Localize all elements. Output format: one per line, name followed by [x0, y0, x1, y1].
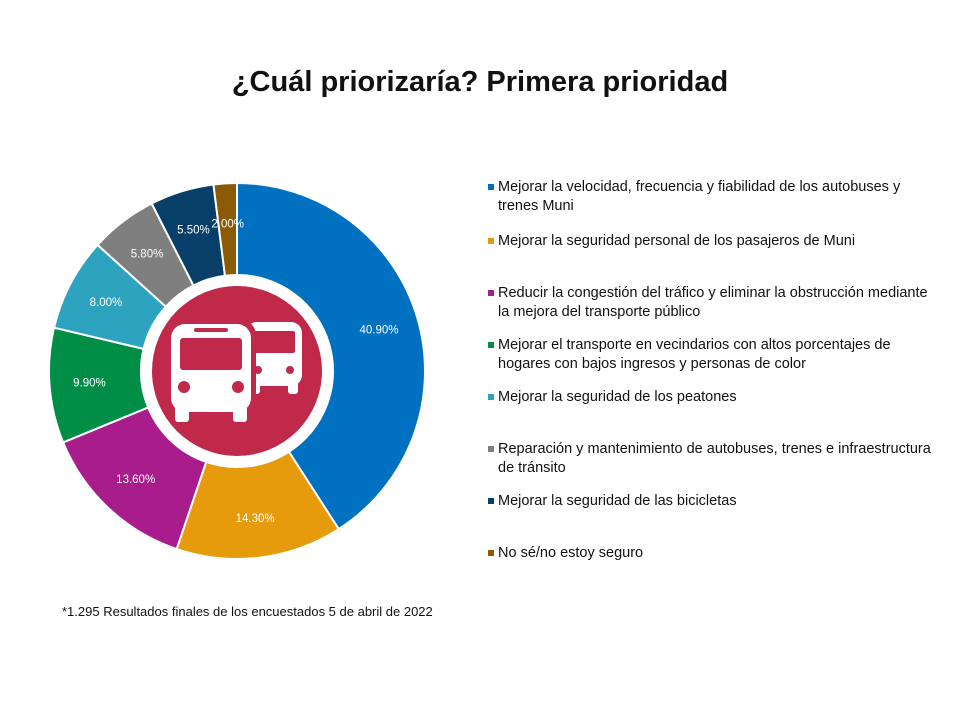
legend-swatch [488, 342, 494, 348]
legend-item: Mejorar la seguridad personal de los pas… [488, 232, 938, 251]
legend-swatch [488, 394, 494, 400]
legend-item: Mejorar la velocidad, frecuencia y fiabi… [488, 178, 938, 216]
legend-swatch [488, 290, 494, 296]
legend-label: Mejorar la velocidad, frecuencia y fiabi… [498, 179, 901, 214]
center-badge [141, 275, 333, 467]
legend-label: Mejorar la seguridad personal de los pas… [498, 233, 856, 249]
chart-title: ¿Cuál priorizaría? Primera prioridad [231, 66, 729, 98]
legend-item: No sé/no estoy seguro [488, 544, 938, 563]
footnote: *1.295 Resultados finales de los encuest… [62, 604, 433, 619]
slice-value-label: 5.50% [177, 225, 210, 237]
slice-value-label: 13.60% [116, 474, 155, 486]
legend-swatch [488, 238, 494, 244]
slice-value-label: 14.30% [236, 513, 275, 525]
legend-swatch [488, 498, 494, 504]
legend-swatch [488, 446, 494, 452]
legend-item: Mejorar la seguridad de los peatones [488, 388, 938, 407]
legend-item: Reparación y mantenimiento de autobuses,… [488, 440, 938, 478]
legend-item: Mejorar la seguridad de las bicicletas [488, 492, 938, 511]
slice-value-label: 40.90% [359, 324, 398, 336]
slice-value-label: 2.00% [211, 218, 244, 230]
legend-label: Reparación y mantenimiento de autobuses,… [498, 441, 931, 476]
slice-value-label: 9.90% [73, 378, 106, 390]
legend-label: Mejorar el transporte en vecindarios con… [498, 337, 891, 372]
legend-item: Reducir la congestión del tráfico y elim… [488, 284, 938, 322]
legend-item: Mejorar el transporte en vecindarios con… [488, 336, 938, 374]
legend-label: Mejorar la seguridad de los peatones [498, 389, 737, 405]
legend-swatch [488, 184, 494, 190]
bus-icon [166, 320, 302, 422]
slice-value-label: 5.80% [131, 248, 164, 260]
legend-label: No sé/no estoy seguro [498, 545, 644, 561]
slice-value-label: 8.00% [90, 297, 123, 309]
legend-label: Mejorar la seguridad de las bicicletas [498, 493, 737, 509]
legend-swatch [488, 550, 494, 556]
legend-label: Reducir la congestión del tráfico y elim… [498, 285, 928, 320]
